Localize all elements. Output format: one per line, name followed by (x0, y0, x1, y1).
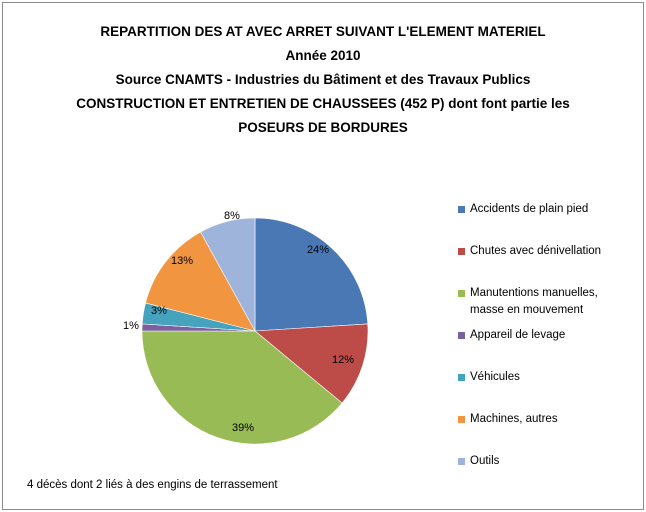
legend-swatch (458, 290, 465, 297)
pie-slice-manutentions (141, 330, 343, 445)
title-line-3: Source CNAMTS - Industries du Bâtiment e… (115, 72, 531, 87)
legend-label: Accidents de plain pied (470, 203, 589, 215)
pie-slice-outils (200, 217, 256, 332)
data-label-machines: 13% (171, 255, 193, 267)
legend-item-manutentions: Manutentions manuelles, masse en mouveme… (458, 285, 623, 319)
legend-swatch (458, 332, 465, 339)
legend-swatch (458, 206, 465, 213)
legend-swatch (458, 374, 465, 381)
legend-label: Chutes avec dénivellation (470, 245, 602, 257)
chart-footnote: 4 décès dont 2 liés à des engins de terr… (27, 479, 278, 491)
legend-item-machines-autres: Machines, autres (458, 411, 558, 428)
data-label-chutes: 12% (332, 354, 354, 366)
legend-item-chutes-denivellation: Chutes avec dénivellation (458, 243, 601, 260)
legend-item-outils: Outils (458, 453, 499, 470)
data-label-outils: 8% (224, 210, 240, 222)
legend-swatch (458, 458, 465, 465)
data-label-vehicules: 3% (151, 305, 167, 317)
legend-label: Machines, autres (470, 413, 558, 425)
pie-slice-chutes (254, 323, 369, 404)
legend-label: Manutentions manuelles, masse en mouveme… (470, 287, 598, 316)
data-label-levage: 1% (123, 320, 139, 332)
legend-item-appareil-levage: Appareil de levage (458, 327, 565, 344)
legend-label: Appareil de levage (470, 329, 566, 341)
legend-swatch (458, 248, 465, 255)
legend-swatch (458, 416, 465, 423)
title-line-1: REPARTITION DES AT AVEC ARRET SUIVANT L'… (100, 24, 546, 39)
pie-slice-accidents (254, 217, 369, 332)
title-line-5: POSEURS DE BORDURES (238, 120, 408, 135)
pie-chart: 24% 12% 39% 1% 3% 13% 8% (123, 210, 369, 445)
legend-label: Véhicules (470, 371, 520, 383)
legend-item-accidents-plain-pied: Accidents de plain pied (458, 201, 588, 218)
data-label-manutentions: 39% (232, 422, 254, 434)
title-line-2: Année 2010 (285, 48, 361, 63)
title-line-4: CONSTRUCTION ET ENTRETIEN DE CHAUSSEES (… (76, 96, 570, 111)
pie-slice-machines (145, 231, 256, 332)
legend-label: Outils (470, 455, 500, 467)
data-label-accidents: 24% (307, 244, 329, 256)
chart-title: REPARTITION DES AT AVEC ARRET SUIVANT L'… (3, 20, 643, 140)
legend-item-vehicules: Véhicules (458, 369, 520, 386)
